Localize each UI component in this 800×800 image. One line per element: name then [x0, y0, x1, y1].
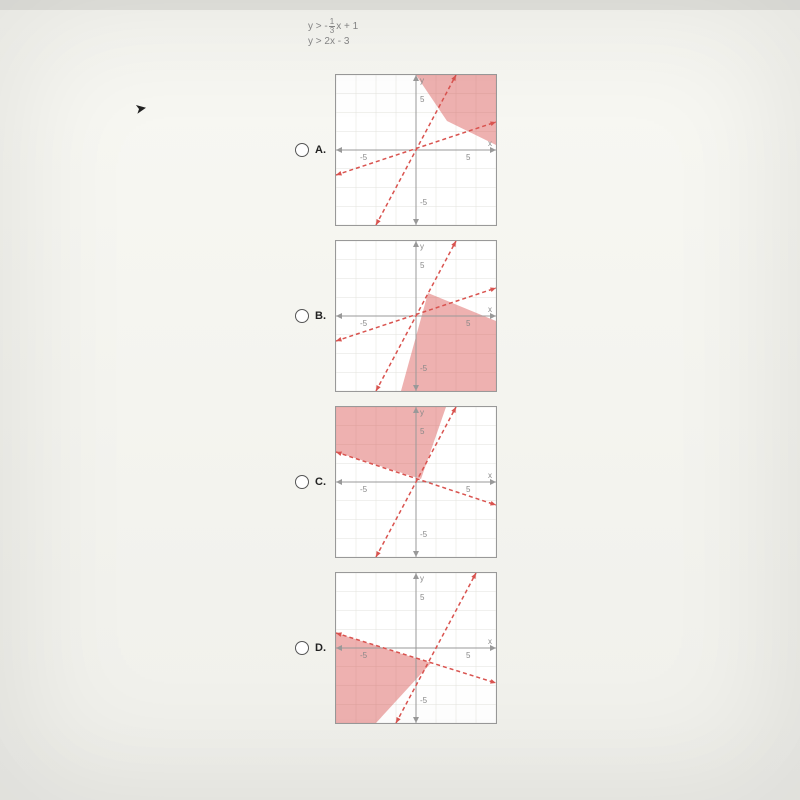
svg-text:x: x [488, 305, 492, 314]
svg-text:5: 5 [466, 651, 471, 660]
svg-text:x: x [488, 139, 492, 148]
svg-text:-5: -5 [420, 530, 428, 539]
graph-a: 5 -5 5 -5 y x [335, 74, 497, 226]
svg-text:-5: -5 [360, 651, 368, 660]
svg-text:-5: -5 [360, 319, 368, 328]
svg-text:y: y [420, 242, 424, 251]
option-label: A. [315, 144, 329, 156]
option-row-d: D. 5 -5 5 -5 y x [295, 572, 505, 724]
inequality-1: y > - 1 3 x + 1 [308, 18, 358, 35]
option-label: B. [315, 310, 329, 322]
inequality-2: y > 2x - 3 [308, 35, 358, 48]
svg-text:5: 5 [420, 95, 425, 104]
browser-header [0, 0, 800, 10]
svg-text:y: y [420, 574, 424, 583]
option-row-a: A. 5 -5 5 -5 y x [295, 74, 505, 226]
svg-text:y: y [420, 408, 424, 417]
svg-text:5: 5 [466, 153, 471, 162]
svg-text:x: x [488, 471, 492, 480]
eq1-fraction: 1 3 [329, 18, 335, 35]
page-root: y > - 1 3 x + 1 y > 2x - 3 ➤ A. 5 -5 5 -… [0, 0, 800, 800]
svg-text:-5: -5 [420, 364, 428, 373]
mouse-cursor-icon: ➤ [134, 99, 149, 118]
option-label: C. [315, 476, 329, 488]
svg-text:-5: -5 [360, 153, 368, 162]
svg-text:y: y [420, 76, 424, 85]
svg-text:5: 5 [420, 427, 425, 436]
svg-text:-5: -5 [360, 485, 368, 494]
answer-options: A. 5 -5 5 -5 y x B. [295, 74, 505, 738]
svg-text:5: 5 [466, 319, 471, 328]
graph-c: 5 -5 5 -5 y x [335, 406, 497, 558]
radio-b[interactable] [295, 309, 309, 323]
radio-c[interactable] [295, 475, 309, 489]
eq1-prefix: y > - [308, 20, 328, 33]
inequality-system: y > - 1 3 x + 1 y > 2x - 3 [308, 18, 358, 48]
svg-text:5: 5 [466, 485, 471, 494]
radio-d[interactable] [295, 641, 309, 655]
option-row-c: C. 5 -5 5 -5 y x [295, 406, 505, 558]
svg-text:-5: -5 [420, 198, 428, 207]
eq1-denominator: 3 [329, 27, 335, 35]
svg-text:x: x [488, 637, 492, 646]
graph-b: 5 -5 5 -5 y x [335, 240, 497, 392]
radio-a[interactable] [295, 143, 309, 157]
svg-text:5: 5 [420, 261, 425, 270]
graph-d: 5 -5 5 -5 y x [335, 572, 497, 724]
option-row-b: B. 5 -5 5 -5 y x [295, 240, 505, 392]
svg-text:-5: -5 [420, 696, 428, 705]
eq1-suffix: x + 1 [336, 20, 358, 33]
svg-text:5: 5 [420, 593, 425, 602]
option-label: D. [315, 642, 329, 654]
